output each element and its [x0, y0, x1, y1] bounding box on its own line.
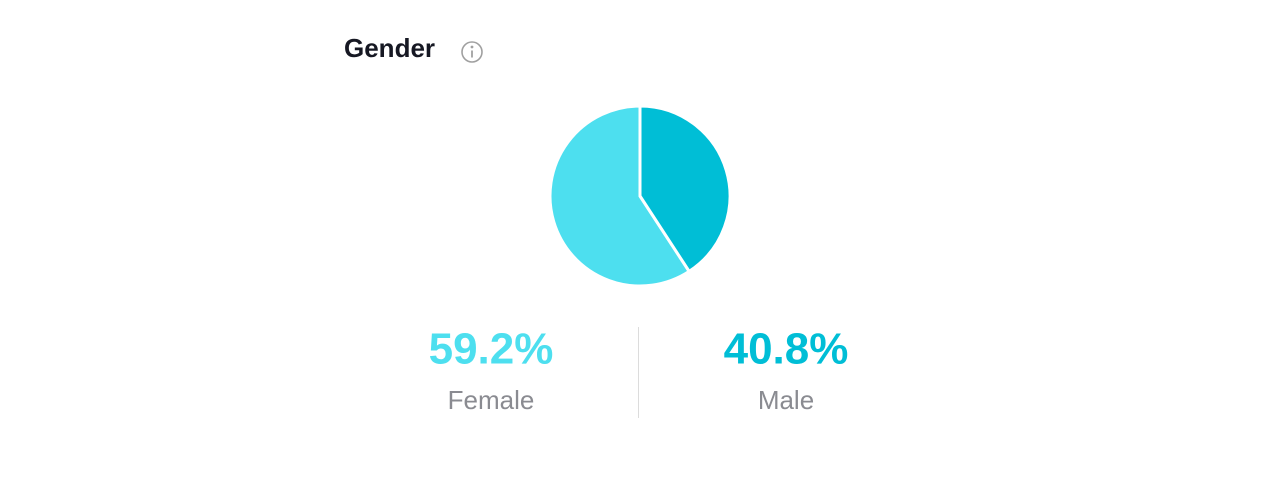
- value-label: 59.2%: [429, 325, 554, 374]
- pie-slice: [638, 104, 732, 273]
- value-label: 40.8%: [724, 325, 849, 374]
- chart-title: Gender: [344, 33, 435, 63]
- info-circle: [461, 41, 483, 63]
- category-label: Female: [448, 385, 535, 415]
- info-icon[interactable]: [461, 41, 483, 63]
- pie-slice: [548, 104, 691, 288]
- category-label: Male: [758, 385, 814, 415]
- info-dot: [470, 45, 474, 49]
